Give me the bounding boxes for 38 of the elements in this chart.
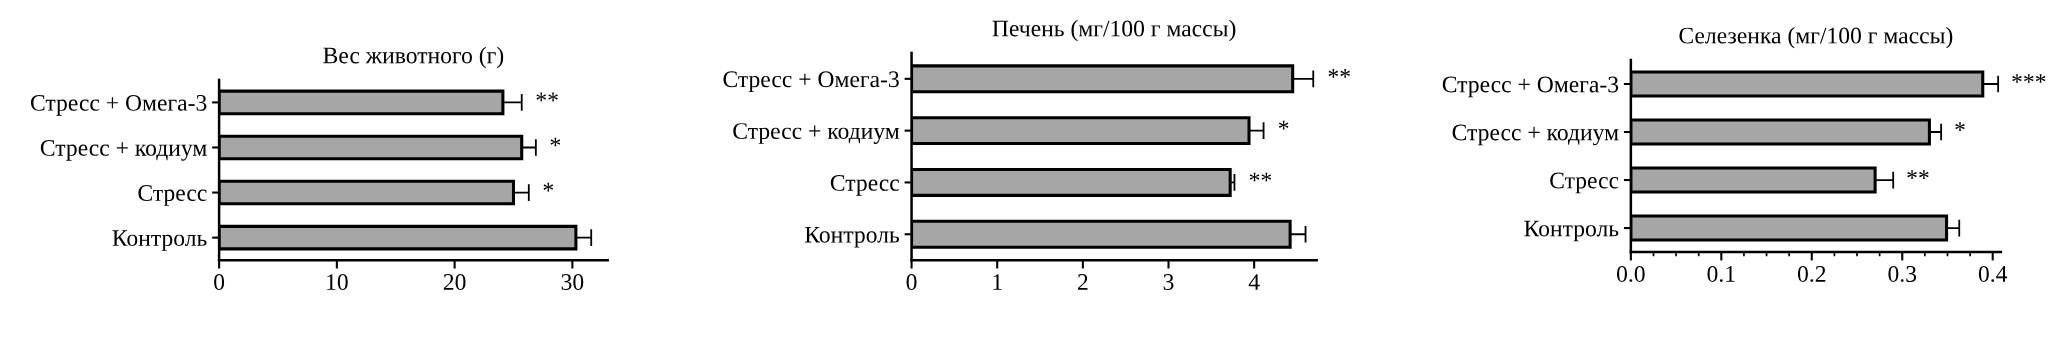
- y-tick-label: Стресс: [138, 185, 207, 206]
- y-tick-label: Контроль: [804, 226, 900, 248]
- annotation: *: [543, 182, 554, 192]
- annotation: **: [1907, 170, 1929, 179]
- x-tick-label: 0.1: [1707, 265, 1735, 282]
- y-tick-label: Стресс + кодиум: [40, 140, 207, 161]
- annotation: *: [1278, 120, 1289, 130]
- chart-title: Селезенка (мг/100 г массы): [1679, 26, 1953, 49]
- x-tick-label: 20: [443, 274, 466, 290]
- x-tick-label: 10: [327, 274, 348, 290]
- annotation: **: [1249, 172, 1272, 182]
- x-tick-label: 30: [561, 274, 584, 290]
- text: ***: [2012, 74, 2046, 83]
- y-tick-label: Контроль: [112, 230, 207, 251]
- chart-title: Вес животного (г): [323, 46, 504, 69]
- annotation: *: [1955, 122, 1965, 131]
- y-tick-label: Стресс + Омега-3: [30, 94, 207, 116]
- x-tick-label: 0.4: [1978, 265, 2008, 282]
- y-tick-label: Стресс: [830, 175, 900, 196]
- text: **: [1328, 69, 1350, 78]
- chart-title: Печень (мг/100 г массы): [992, 19, 1236, 42]
- x-tick-label: 0: [906, 274, 917, 290]
- x-tick-label: 3: [1163, 274, 1174, 290]
- y-tick-label: Стресс + кодиум: [1452, 124, 1619, 146]
- annotation: **: [536, 92, 558, 102]
- y-tick-label: Стресс + кодиум: [733, 123, 900, 144]
- y-tick-label: Стресс: [1550, 172, 1619, 194]
- x-tick-label: 0.3: [1888, 265, 1917, 282]
- y-tick-label: Контроль: [1524, 220, 1619, 242]
- x-tick-label: 0.2: [1797, 265, 1826, 282]
- y-tick-label: Стресс + Омега-3: [723, 71, 899, 93]
- y-tick-label: Стресс + Омега-3: [1442, 76, 1619, 98]
- x-tick-label: 2: [1077, 274, 1088, 290]
- x-tick-label: 4: [1248, 274, 1260, 290]
- x-tick-label: 1: [993, 274, 1002, 290]
- x-tick-label: 0: [214, 274, 225, 290]
- annotation: *: [550, 137, 561, 147]
- x-tick-label: 0.0: [1617, 265, 1645, 282]
